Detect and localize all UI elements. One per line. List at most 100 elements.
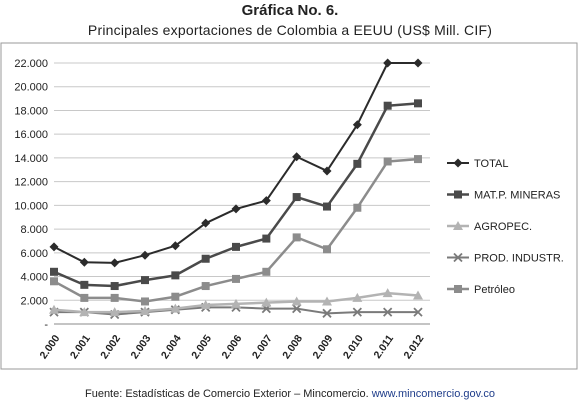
x-tick-label: 2.006 <box>220 333 245 362</box>
x-tick-label: 2.011 <box>372 333 397 361</box>
data-point <box>292 233 301 242</box>
data-point <box>201 254 210 263</box>
y-tick-label: 22.000 <box>14 58 48 70</box>
data-point <box>49 242 59 252</box>
data-point <box>49 304 59 314</box>
data-point <box>141 297 149 306</box>
data-point <box>232 242 240 251</box>
data-point <box>383 307 393 317</box>
legend-swatch-marker <box>453 158 463 168</box>
data-point <box>109 307 120 317</box>
x-tick-label: 2.005 <box>189 333 214 362</box>
legend-item: MAT.P. MINERAS <box>447 190 560 202</box>
series-petr-leo <box>50 155 422 306</box>
data-point <box>201 218 211 228</box>
data-point <box>201 282 210 291</box>
y-tick-label: 6.000 <box>20 248 48 260</box>
legend-label: TOTAL <box>474 158 508 170</box>
legend: TOTAL MAT.P. MINERAS AGROPEC. PROD. INDUSTR… <box>447 158 564 296</box>
data-point <box>352 120 362 130</box>
data-point <box>231 204 241 214</box>
x-tick-label: 2.012 <box>402 333 427 362</box>
data-point <box>261 196 271 206</box>
series-mat-p-mineras <box>50 99 422 291</box>
data-point <box>261 297 272 307</box>
data-point <box>80 280 89 289</box>
data-point <box>200 300 211 310</box>
y-tick-label: 14.000 <box>14 153 48 165</box>
data-point <box>171 292 180 301</box>
x-tick-label: 2.010 <box>341 333 366 362</box>
y-tick-label: 12.000 <box>14 177 48 189</box>
data-point <box>352 292 363 302</box>
x-tick-label: 2.001 <box>68 333 93 362</box>
data-point <box>262 234 271 243</box>
legend-swatch-marker <box>454 190 462 199</box>
x-tick-label: 2.008 <box>280 333 305 362</box>
data-point <box>353 159 362 168</box>
x-tick-label: 2.000 <box>38 333 63 362</box>
legend-swatch-marker <box>454 285 462 293</box>
data-point <box>353 203 362 212</box>
data-point <box>50 277 58 286</box>
data-point <box>110 293 119 302</box>
data-point <box>110 258 120 268</box>
data-point <box>322 166 332 176</box>
data-point <box>323 202 331 211</box>
data-point <box>110 282 119 291</box>
data-point <box>292 152 302 162</box>
data-point <box>382 288 393 298</box>
legend-item: Petróleo <box>447 284 515 296</box>
legend-item: PROD. INDUSTR. <box>447 253 564 265</box>
data-point <box>292 303 302 314</box>
data-point <box>141 276 149 285</box>
data-point <box>292 193 301 202</box>
x-tick-label: 2.003 <box>129 333 154 362</box>
series-line <box>53 102 419 288</box>
data-point <box>50 267 58 276</box>
data-point <box>171 271 180 280</box>
data-point <box>383 101 392 110</box>
data-point <box>79 257 89 267</box>
data-point <box>322 296 332 306</box>
data-point <box>80 293 89 302</box>
series-agropec <box>49 288 423 317</box>
legend-swatch-marker <box>453 252 463 263</box>
data-point <box>413 58 423 68</box>
series-line <box>53 62 418 264</box>
source-note: Fuente: Estadísticas de Comercio Exterio… <box>0 388 580 400</box>
y-tick-label: 18.000 <box>14 105 48 117</box>
legend-swatch-marker <box>453 221 463 230</box>
x-tick-label: 2.009 <box>311 333 336 362</box>
data-point <box>231 298 241 308</box>
y-tick-label: 16.000 <box>14 129 48 141</box>
data-point <box>352 307 362 317</box>
legend-label: MAT.P. MINERAS <box>474 190 560 202</box>
data-point <box>414 99 422 108</box>
data-point <box>383 58 393 68</box>
data-point <box>383 157 392 166</box>
data-point <box>262 267 271 276</box>
data-point <box>79 307 90 317</box>
data-point <box>322 308 332 318</box>
chart-frame <box>0 42 578 370</box>
data-point <box>170 241 180 251</box>
chart-title: Gráfica No. 6. <box>241 2 339 19</box>
y-tick-label: 2.000 <box>20 295 48 307</box>
legend-item: AGROPEC. <box>447 221 532 233</box>
chart-subtitle: Principales exportaciones de Colombia a … <box>87 22 493 38</box>
legend-label: AGROPEC. <box>474 221 532 233</box>
y-tick-label: 20.000 <box>14 82 48 94</box>
data-point <box>323 245 331 254</box>
gridlines <box>54 62 430 325</box>
data-point <box>140 305 150 315</box>
series-total <box>49 58 423 268</box>
y-tick-label: 8.000 <box>20 224 48 236</box>
data-point <box>170 303 181 313</box>
source-link[interactable]: www.mincomercio.gov.co <box>371 388 495 400</box>
data-point <box>413 290 423 300</box>
legend-label: Petróleo <box>474 284 515 296</box>
x-tick-label: 2.007 <box>250 333 275 362</box>
data-point <box>232 274 240 283</box>
